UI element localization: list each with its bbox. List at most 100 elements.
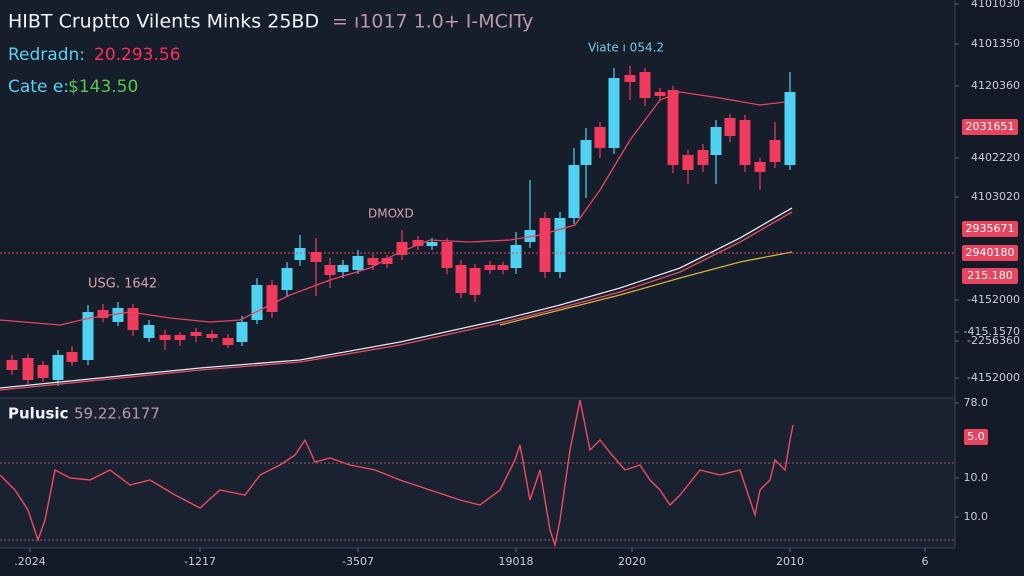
y-tick-label: -4152000	[967, 293, 1020, 306]
candle-body	[784, 92, 796, 165]
y-tick-label: 4402220	[971, 151, 1020, 164]
candle-body	[251, 285, 263, 320]
candle-body	[174, 335, 186, 340]
candle-body	[594, 127, 606, 148]
readout-label: Redradn:	[8, 45, 85, 65]
candle-body	[66, 352, 78, 362]
candle-body	[266, 285, 278, 312]
chart-subtitle: = ı1017 1.0+ I-MCITy	[332, 11, 533, 33]
candle-body	[396, 242, 408, 255]
marks	[0, 66, 796, 548]
moving-average	[0, 91, 786, 326]
candle-body	[654, 92, 666, 96]
candle-body	[624, 75, 636, 82]
candle-body	[580, 140, 592, 165]
candle-body	[206, 334, 218, 338]
candle-body	[367, 258, 379, 265]
x-tick-label: -1217	[184, 555, 216, 568]
moving-average	[0, 211, 793, 391]
osc-y-tick-label: 78.0	[964, 396, 989, 409]
moving-average	[0, 207, 793, 389]
candle-body	[639, 72, 651, 98]
candle-body	[554, 218, 566, 272]
candle-body	[281, 268, 293, 290]
y-tick-label: 4101350	[971, 37, 1020, 50]
candle-body	[222, 338, 234, 345]
candle-body	[352, 256, 364, 270]
price-tag-label: 2935671	[966, 222, 1015, 235]
osc-y-tick-label: 10.0	[964, 510, 989, 523]
candle-body	[190, 332, 202, 336]
osc-tag-box	[964, 429, 988, 445]
candle-body	[159, 335, 171, 340]
candle-body	[568, 165, 580, 218]
y-tick-label: -415.1570	[964, 325, 1020, 338]
chart-title: HIBT Cruptto Vilents Minks 25BD	[8, 11, 319, 33]
candle-body	[710, 127, 722, 155]
price-tag-box	[962, 268, 1018, 284]
candle-body	[484, 265, 496, 270]
candle-body	[412, 240, 424, 246]
price-tag-label: 215.180	[967, 269, 1013, 282]
candle-body	[608, 78, 620, 148]
price-tag-box	[962, 119, 1018, 135]
candle-body	[682, 155, 694, 170]
main-panel	[0, 0, 955, 398]
candle-body	[143, 325, 155, 338]
x-tick-label: 19018	[499, 555, 534, 568]
candle-body	[381, 258, 393, 264]
candle-body	[769, 140, 781, 162]
price-tag-label: 2031651	[966, 120, 1015, 133]
candle-body	[524, 230, 536, 242]
x-tick-label: 2020	[618, 555, 646, 568]
candle-body	[510, 245, 522, 268]
x-tick-label: .2024	[14, 555, 46, 568]
candle-body	[97, 310, 109, 318]
y-tick-label: 4101030	[971, 0, 1020, 10]
price-tag-label: 2940180	[966, 246, 1015, 259]
oscillator-readout: 59.22.6177	[74, 405, 160, 423]
candle-body	[127, 308, 139, 330]
candle-body	[739, 120, 751, 165]
candle-body	[455, 265, 467, 293]
y-tick-label: -2256360	[967, 334, 1020, 347]
candle-body	[37, 365, 49, 378]
y-tick-label: -4152000	[967, 371, 1020, 384]
price-tag-box	[962, 221, 1018, 237]
candle-body	[112, 308, 124, 322]
oscillator-panel	[0, 398, 955, 548]
candle-body	[441, 242, 453, 268]
osc-y-tick-label: 10.0	[964, 471, 989, 484]
candle-body	[52, 355, 64, 380]
candle-body	[324, 265, 336, 275]
readout-value: $143.50	[68, 77, 138, 97]
annotation: Viate ı 054.2	[588, 41, 664, 55]
annotation: USG. 1642	[88, 277, 157, 292]
candle-body	[236, 322, 248, 342]
readout-label: Cate e:	[8, 77, 69, 97]
candle-body	[82, 312, 94, 360]
osc-tag-label: 5.0	[967, 430, 985, 443]
y-tick-label: 4103020	[971, 190, 1020, 203]
candle-body	[294, 248, 306, 260]
x-tick-label: 2010	[776, 555, 804, 568]
candle-body	[310, 252, 322, 262]
candle-body	[539, 218, 551, 272]
candle-body	[697, 150, 709, 165]
annotation: DMOXD	[368, 207, 414, 221]
oscillator-name: Pulusic	[8, 405, 68, 423]
candle-body	[469, 268, 481, 295]
candle-body	[724, 118, 736, 136]
y-tick-label: 4120360	[971, 79, 1020, 92]
candle-body	[667, 90, 679, 165]
candle-body	[426, 242, 438, 246]
candle-body	[22, 358, 34, 380]
readout-value: 20.293.56	[94, 45, 181, 65]
price-tag-box	[962, 245, 1018, 261]
moving-average	[499, 251, 793, 326]
oscillator-line	[0, 399, 794, 548]
candle-body	[337, 265, 349, 272]
candle-body	[754, 162, 766, 172]
